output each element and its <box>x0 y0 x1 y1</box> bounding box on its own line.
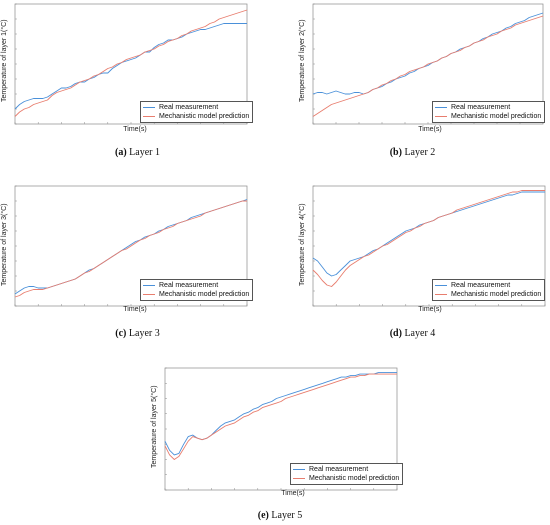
chart-plot-area <box>312 3 544 125</box>
y-axis-label: Temperature of layer 4(°C) <box>299 203 306 286</box>
chart-panel-layer-3: Temperature of layer 3(°C) Time(s) Real … <box>0 178 275 348</box>
x-axis-label: Time(s) <box>418 126 442 133</box>
legend-item-real: Real measurement <box>143 103 249 112</box>
legend-swatch-model <box>293 478 305 479</box>
chart-plot-area <box>14 185 248 307</box>
series-line-real-measurement <box>14 23 247 110</box>
caption-letter: (b) <box>389 147 402 158</box>
legend-swatch-real <box>435 107 447 108</box>
figure-caption: (b) Layer 2 <box>275 147 550 158</box>
figure-caption: (e) Layer 5 <box>150 510 410 521</box>
chart-plot-area <box>312 185 546 307</box>
legend-item-model: Mechanistic model prediction <box>143 112 249 121</box>
caption-text: Layer 1 <box>129 147 160 158</box>
legend-item-real: Real measurement <box>143 281 249 290</box>
legend: Real measurement Mechanistic model predi… <box>432 279 546 301</box>
legend-swatch-model <box>143 294 155 295</box>
legend-item-model: Mechanistic model prediction <box>435 112 541 121</box>
legend-swatch-real <box>143 107 155 108</box>
caption-text: Layer 3 <box>128 328 160 339</box>
legend-item-model: Mechanistic model prediction <box>293 474 399 483</box>
legend-item-model: Mechanistic model prediction <box>435 290 541 299</box>
series-line-model-prediction <box>14 200 247 298</box>
legend-label-real: Real measurement <box>159 104 219 111</box>
series-line-real-measurement <box>312 191 545 277</box>
legend: Real measurement Mechanistic model predi… <box>290 463 404 485</box>
series-line-real-measurement <box>164 372 397 456</box>
legend-swatch-real <box>293 469 305 470</box>
caption-text: Layer 4 <box>404 328 436 339</box>
chart-panel-layer-4: Temperature of layer 4(°C) Time(s) Real … <box>275 178 550 348</box>
legend-swatch-real <box>143 285 155 286</box>
y-axis-label: Temperature of layer 5(°C) <box>151 385 158 468</box>
legend: Real measurement Mechanistic model predi… <box>140 279 254 301</box>
x-axis-label: Time(s) <box>123 306 147 313</box>
legend-label-model: Mechanistic model prediction <box>309 475 400 482</box>
x-axis-label: Time(s) <box>281 490 305 497</box>
chart-panel-layer-5: Temperature of layer 5(°C) Time(s) Real … <box>150 360 410 525</box>
figure-caption: (c) Layer 3 <box>0 328 275 339</box>
caption-letter: (e) <box>257 510 269 521</box>
y-axis-label: Temperature of layer 1(°C) <box>1 19 8 102</box>
chart-plot-area <box>164 367 398 491</box>
legend-label-model: Mechanistic model prediction <box>451 291 542 298</box>
legend-item-real: Real measurement <box>435 103 541 112</box>
series-line-model-prediction <box>312 15 544 117</box>
legend-item-real: Real measurement <box>293 465 399 474</box>
legend-swatch-real <box>435 285 447 286</box>
y-axis-label: Temperature of layer 2(°C) <box>299 19 306 102</box>
chart-plot-area <box>14 3 248 125</box>
legend-label-model: Mechanistic model prediction <box>159 291 250 298</box>
series-line-model-prediction <box>312 190 545 287</box>
figure-caption: (d) Layer 4 <box>275 328 550 339</box>
y-axis-label: Temperature of layer 3(°C) <box>1 203 8 286</box>
caption-letter: (a) <box>115 147 127 158</box>
legend-label-model: Mechanistic model prediction <box>451 113 542 120</box>
legend-label-real: Real measurement <box>451 104 511 111</box>
legend-item-model: Mechanistic model prediction <box>143 290 249 299</box>
caption-text: Layer 2 <box>404 147 436 158</box>
caption-letter: (d) <box>389 328 402 339</box>
chart-panel-layer-1: Temperature of layer 1(°C) Time(s) Real … <box>0 0 275 170</box>
legend-label-model: Mechanistic model prediction <box>159 113 250 120</box>
x-axis-label: Time(s) <box>418 306 442 313</box>
legend-label-real: Real measurement <box>451 282 511 289</box>
caption-text: Layer 5 <box>271 510 303 521</box>
series-line-model-prediction <box>14 9 248 117</box>
legend-swatch-model <box>435 294 447 295</box>
x-axis-label: Time(s) <box>123 126 147 133</box>
legend-label-real: Real measurement <box>159 282 219 289</box>
chart-panel-layer-2: Temperature of layer 2(°C) Time(s) Real … <box>275 0 550 170</box>
series-line-real-measurement <box>312 12 544 95</box>
figure-caption: (a) Layer 1 <box>0 147 275 158</box>
legend: Real measurement Mechanistic model predi… <box>140 101 254 123</box>
caption-letter: (c) <box>115 328 127 339</box>
legend-swatch-model <box>143 116 155 117</box>
series-line-model-prediction <box>164 373 397 460</box>
legend-item-real: Real measurement <box>435 281 541 290</box>
legend: Real measurement Mechanistic model predi… <box>432 101 546 123</box>
legend-label-real: Real measurement <box>309 466 369 473</box>
legend-swatch-model <box>435 116 447 117</box>
